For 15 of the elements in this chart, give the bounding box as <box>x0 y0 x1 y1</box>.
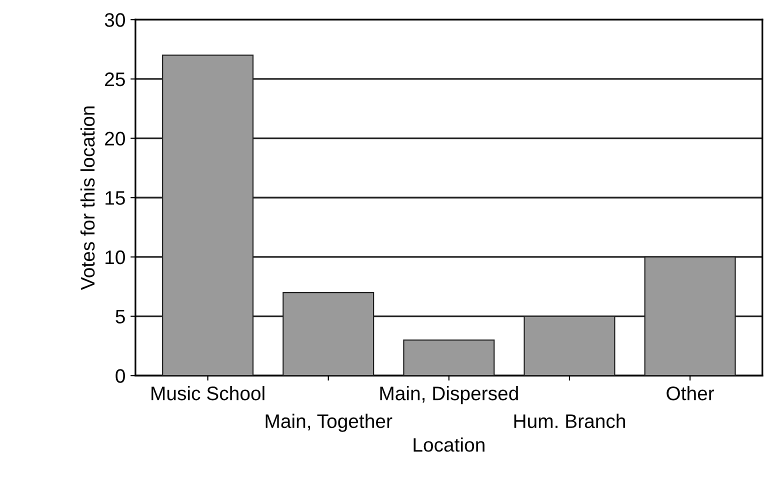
y-tick-label: 10 <box>106 250 125 264</box>
x-tick-label: Hum. Branch <box>514 414 625 428</box>
y-tick-label: 25 <box>105 72 125 86</box>
bar <box>403 339 495 376</box>
x-tick-label: Main, Together <box>266 414 392 432</box>
y-tick-label: 15 <box>106 191 125 205</box>
y-tick-label: 0 <box>116 369 125 383</box>
y-tick-label: 30 <box>104 13 125 27</box>
y-axis-title: Votes for this location <box>80 106 95 290</box>
x-tick-label: Other <box>666 386 714 400</box>
x-axis-title: Location <box>414 437 484 452</box>
y-tick-label: 5 <box>116 310 125 324</box>
x-tick-label: Music School <box>152 386 264 400</box>
x-tick-label: Main, Dispersed <box>380 386 518 404</box>
y-tick-label: 20 <box>105 132 125 146</box>
